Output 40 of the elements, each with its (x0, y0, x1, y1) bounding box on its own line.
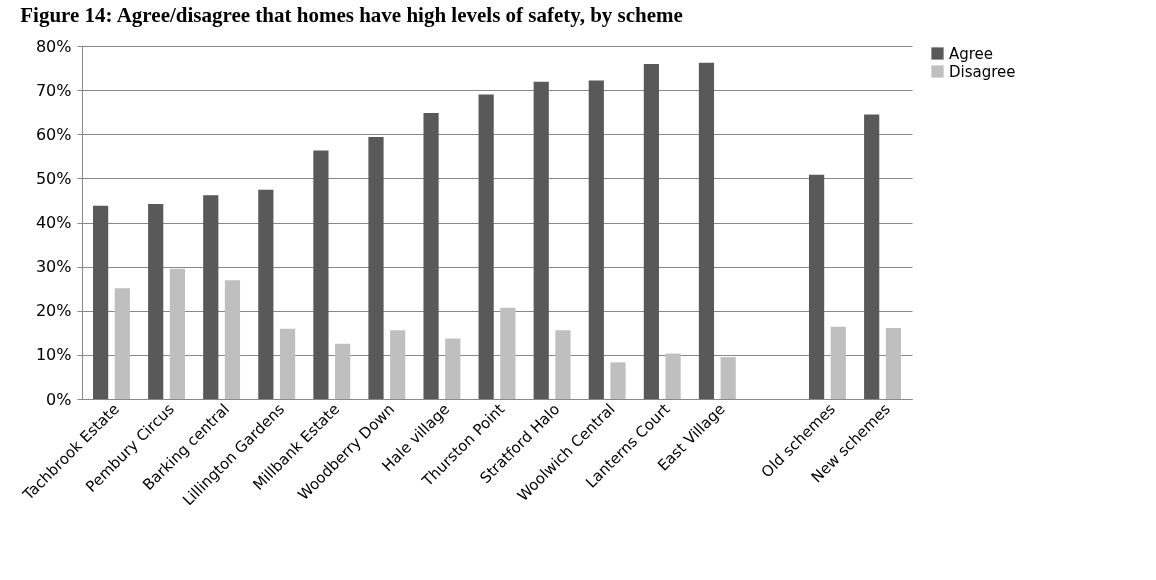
bar (169, 268, 185, 399)
y-tick-label: 10% (35, 345, 72, 365)
bar (588, 80, 604, 399)
bar (203, 195, 219, 399)
y-tick-label: 80% (35, 36, 72, 56)
bar (93, 205, 109, 399)
bar (148, 203, 164, 399)
bar (258, 189, 274, 399)
bar (500, 307, 516, 399)
y-tick-label: 40% (35, 213, 72, 232)
bar (279, 328, 296, 399)
bar (445, 338, 461, 399)
bar (885, 327, 901, 399)
bar (665, 353, 681, 399)
bar (555, 330, 571, 399)
bar (643, 64, 659, 399)
bar (478, 94, 494, 399)
y-tick-label: 0% (46, 389, 72, 409)
legend-label: Agree (949, 44, 994, 63)
bar (809, 174, 825, 399)
bar (720, 357, 736, 399)
bar (830, 326, 846, 399)
y-tick-label: 50% (35, 168, 72, 188)
bar (423, 113, 439, 399)
bar (224, 280, 241, 399)
bar (864, 114, 880, 399)
y-tick-label: 70% (35, 80, 72, 100)
bar (114, 288, 130, 399)
bar (698, 62, 715, 399)
bar (368, 136, 384, 399)
legend-label: Disagree (949, 62, 1016, 81)
bar (610, 362, 626, 399)
bar (390, 330, 406, 399)
y-tick-label: 20% (35, 301, 72, 321)
bar (335, 343, 351, 399)
y-tick-label: 30% (35, 257, 72, 277)
y-tick-label: 60% (35, 124, 72, 144)
bar (533, 81, 549, 399)
bar (313, 150, 329, 399)
chart-title: Figure 14: Agree/disagree that homes have high levels of safety, by scheme (20, 3, 683, 27)
